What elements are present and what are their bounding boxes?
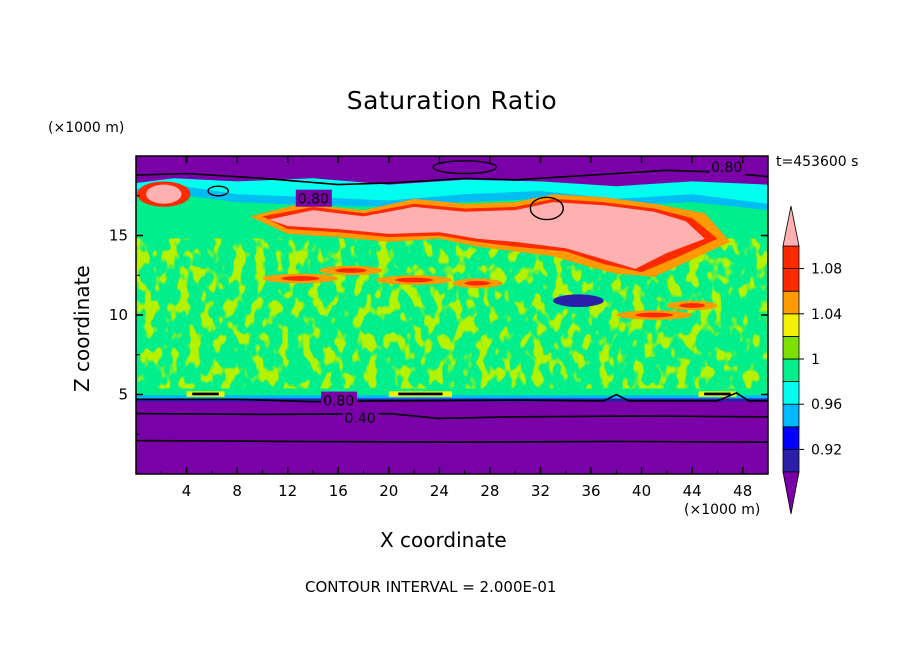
field-streak-red — [679, 303, 705, 308]
colorbar-bin — [782, 268, 800, 292]
colorbar-bin — [782, 335, 800, 360]
contour-label: 0.80 — [323, 394, 354, 410]
colorbar-bin — [782, 290, 800, 315]
field-streak-red — [335, 268, 367, 273]
colorbar-tick-label: 1.04 — [811, 307, 842, 323]
x-tick-label: 8 — [232, 482, 242, 500]
field-saturated-interface — [136, 395, 768, 401]
colorbar-bin — [782, 426, 800, 450]
field-lower-dry-layer — [136, 398, 768, 474]
contour-loop — [207, 185, 229, 197]
field-contour-patch — [192, 392, 219, 396]
field-streak-red — [464, 280, 490, 286]
contour-loop — [529, 196, 564, 221]
field-cirrus-left-pink — [146, 184, 182, 204]
y-tick-label: 10 — [109, 306, 128, 324]
contour-line-upper — [136, 169, 768, 186]
field-contour-patch — [398, 392, 443, 396]
colorbar-tick-label: 1 — [811, 352, 820, 368]
colorbar-bin — [782, 381, 800, 405]
x-axis-ticks: 4 8 12 16 20 24 28 32 36 40 44 48 — [160, 156, 752, 500]
colorbar-tick-label: 0.96 — [811, 397, 842, 413]
contour-label: 0.40 — [345, 411, 376, 427]
colorbar-extend-max — [782, 205, 800, 247]
x-tick-label: 4 — [182, 482, 192, 500]
colorbar-bin — [782, 448, 800, 473]
colorbar-tick-label: 1.08 — [811, 262, 842, 278]
contour-label: 0.80 — [711, 160, 742, 176]
chart-title: Saturation Ratio — [346, 86, 558, 115]
contour-label: 0.80 — [298, 192, 329, 208]
x-tick-label: 36 — [581, 482, 600, 500]
contour-label-bg — [342, 409, 379, 427]
field-cirrus-pink — [268, 202, 705, 269]
field-contour-patch — [704, 392, 731, 396]
contour-label-bg — [321, 391, 358, 409]
saturation-field: 0.800.800.800.40 — [136, 156, 768, 474]
field-streak-red — [395, 277, 434, 283]
contour-loop — [432, 160, 497, 175]
x-tick-label: 24 — [430, 482, 449, 500]
y-axis-ticks: 5 10 15 — [109, 195, 768, 435]
colorbar: 1.08 1.04 1 0.96 0.92 — [782, 205, 842, 515]
field-streak-red — [281, 276, 320, 281]
x-tick-label: 28 — [480, 482, 499, 500]
y-tick-label: 5 — [118, 386, 128, 404]
colorbar-tick-label: 0.92 — [811, 442, 842, 458]
x-tick-label: 48 — [733, 482, 752, 500]
contour-line-lower — [136, 412, 768, 420]
y-axis-unit: (×1000 m) — [48, 120, 125, 136]
time-label: t=453600 s — [776, 154, 859, 170]
y-tick-label: 15 — [109, 227, 128, 245]
colorbar-bin — [782, 313, 800, 337]
colorbar-bin — [782, 403, 800, 428]
x-axis-unit: (×1000 m) — [684, 502, 761, 518]
x-tick-label: 16 — [329, 482, 348, 500]
colorbar-bin — [782, 358, 800, 383]
x-tick-label: 44 — [683, 482, 702, 500]
field-subsaturated-pocket — [553, 294, 604, 308]
x-axis-label: X coordinate — [380, 528, 507, 552]
contour-line-interface — [136, 392, 768, 403]
x-tick-label: 32 — [531, 482, 550, 500]
x-tick-label: 20 — [379, 482, 398, 500]
colorbar-extend-min — [782, 471, 800, 515]
colorbar-bin — [782, 245, 800, 270]
x-tick-label: 40 — [632, 482, 651, 500]
contour-label-bg — [295, 189, 332, 207]
contour-line-bottom — [136, 439, 768, 444]
contour-label-bg — [709, 157, 746, 175]
contour-interval-note: CONTOUR INTERVAL = 2.000E-01 — [305, 578, 557, 596]
x-tick-label: 12 — [278, 482, 297, 500]
field-streak-red — [635, 312, 674, 318]
